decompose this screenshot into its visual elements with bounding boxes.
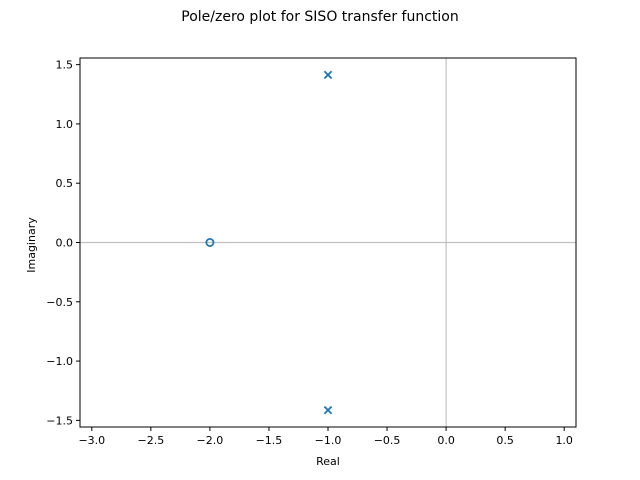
y-tick-label: 0.0 <box>56 237 74 250</box>
plot-area: −3.0 −2.5 −2.0 −1.5 −1.0 −0.5 0.0 0.5 1.0 1.5 1.0 0… <box>46 57 577 447</box>
x-tick-label: −1.0 <box>315 434 342 447</box>
zero-marker <box>205 237 215 247</box>
chart-title: Pole/zero plot for SISO transfer functio… <box>181 9 458 25</box>
x-tick-label: −1.5 <box>256 434 283 447</box>
pole-marker <box>323 405 333 415</box>
x-tick-label: 1.0 <box>555 434 573 447</box>
pole-marker-stroke <box>323 405 333 415</box>
x-tick-label: 0.5 <box>496 434 514 447</box>
x-tick-label: −3.0 <box>78 434 105 447</box>
x-tick-label: −0.5 <box>374 434 401 447</box>
x-tick-label: 0.0 <box>437 434 455 447</box>
x-axis-label: Real <box>316 455 340 468</box>
y-axis-label: Imaginary <box>25 217 38 273</box>
pole-marker <box>323 70 333 80</box>
x-tick-label: −2.5 <box>137 434 164 447</box>
y-tick-label: −1.5 <box>46 414 73 427</box>
y-tick-label: 1.5 <box>56 59 74 72</box>
y-tick-label: 1.0 <box>56 118 74 131</box>
y-tick-label: −1.0 <box>46 355 73 368</box>
x-tick-label: −2.0 <box>197 434 224 447</box>
pole-marker-stroke <box>323 70 333 80</box>
y-tick-label: −0.5 <box>46 296 73 309</box>
y-tick-label: 0.5 <box>56 177 74 190</box>
